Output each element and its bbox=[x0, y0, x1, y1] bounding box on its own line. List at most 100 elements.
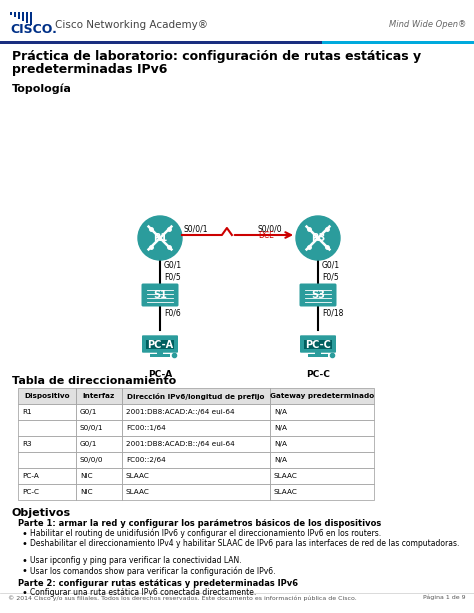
Text: DCE: DCE bbox=[258, 231, 274, 240]
Bar bbox=[122, 484, 270, 500]
Text: SLAAC: SLAAC bbox=[274, 489, 298, 495]
Text: R1: R1 bbox=[153, 233, 167, 243]
Text: N/A: N/A bbox=[274, 409, 287, 415]
Bar bbox=[270, 420, 374, 436]
Bar bbox=[14, 12, 16, 17]
Bar bbox=[122, 452, 270, 468]
Text: Parte 2: configurar rutas estáticas y predeterminadas IPv6: Parte 2: configurar rutas estáticas y pr… bbox=[18, 579, 298, 588]
Bar bbox=[270, 468, 374, 484]
FancyBboxPatch shape bbox=[142, 283, 179, 306]
Text: Deshabilitar el direccionamiento IPv4 y habilitar SLAAC de IPv6 para las interfa: Deshabilitar el direccionamiento IPv4 y … bbox=[30, 539, 459, 548]
Text: F0/5: F0/5 bbox=[164, 273, 181, 282]
Bar bbox=[76, 484, 122, 500]
Text: Interfaz: Interfaz bbox=[83, 393, 115, 399]
Bar bbox=[157, 351, 163, 355]
Text: Práctica de laboratorio: configuración de rutas estáticas y: Práctica de laboratorio: configuración d… bbox=[12, 50, 421, 63]
Text: Tabla de direccionamiento: Tabla de direccionamiento bbox=[12, 376, 176, 386]
Text: Parte 1: armar la red y configurar los parámetros básicos de los dispositivos: Parte 1: armar la red y configurar los p… bbox=[18, 519, 381, 528]
Text: PC-C: PC-C bbox=[305, 340, 331, 350]
Bar bbox=[18, 388, 76, 404]
Text: Objetivos: Objetivos bbox=[12, 508, 71, 518]
Text: S1: S1 bbox=[153, 290, 167, 300]
Circle shape bbox=[138, 216, 182, 260]
Text: Dispositivo: Dispositivo bbox=[24, 393, 70, 399]
Text: G0/1: G0/1 bbox=[164, 261, 182, 270]
Bar bbox=[0, 0, 474, 42]
Bar bbox=[76, 436, 122, 452]
Text: PC-A: PC-A bbox=[148, 370, 172, 379]
Text: G0/1: G0/1 bbox=[80, 441, 97, 447]
Text: F0/5: F0/5 bbox=[322, 273, 339, 282]
Bar bbox=[76, 388, 122, 404]
Text: 2001:DB8:ACAD:B::/64 eui-64: 2001:DB8:ACAD:B::/64 eui-64 bbox=[126, 441, 235, 447]
Text: SLAAC: SLAAC bbox=[274, 473, 298, 479]
Text: Topología: Topología bbox=[12, 84, 72, 94]
Bar bbox=[270, 436, 374, 452]
FancyBboxPatch shape bbox=[142, 335, 178, 352]
Text: Dirección IPv6/longitud de prefijo: Dirección IPv6/longitud de prefijo bbox=[128, 392, 264, 400]
Text: PC-C: PC-C bbox=[306, 370, 330, 379]
FancyBboxPatch shape bbox=[300, 335, 336, 352]
Text: NIC: NIC bbox=[80, 473, 92, 479]
Text: S3: S3 bbox=[311, 290, 325, 300]
Bar bbox=[30, 12, 32, 25]
Bar bbox=[315, 351, 321, 355]
Bar bbox=[18, 420, 76, 436]
Bar bbox=[270, 404, 374, 420]
Bar bbox=[0, 41, 322, 44]
Text: Usar los comandos show para verificar la configuración de IPv6.: Usar los comandos show para verificar la… bbox=[30, 566, 275, 576]
Bar bbox=[146, 340, 174, 349]
Bar bbox=[76, 404, 122, 420]
Text: Configurar una ruta estática IPv6 conectada directamente.: Configurar una ruta estática IPv6 conect… bbox=[30, 588, 256, 597]
Text: Mind Wide Open®: Mind Wide Open® bbox=[389, 20, 466, 29]
Circle shape bbox=[296, 216, 340, 260]
Bar bbox=[150, 354, 170, 357]
Text: G0/1: G0/1 bbox=[322, 261, 340, 270]
Text: R1: R1 bbox=[22, 409, 32, 415]
Text: •: • bbox=[22, 566, 28, 576]
Bar bbox=[122, 404, 270, 420]
Text: •: • bbox=[22, 529, 28, 539]
Text: 2001:DB8:ACAD:A::/64 eui-64: 2001:DB8:ACAD:A::/64 eui-64 bbox=[126, 409, 235, 415]
Bar bbox=[26, 12, 28, 23]
Text: Cisco Networking Academy®: Cisco Networking Academy® bbox=[55, 20, 208, 30]
Bar bbox=[10, 12, 12, 15]
Text: PC-A: PC-A bbox=[147, 340, 173, 350]
FancyBboxPatch shape bbox=[300, 283, 337, 306]
Text: PC-C: PC-C bbox=[22, 489, 39, 495]
Text: PC-A: PC-A bbox=[22, 473, 39, 479]
Bar bbox=[122, 388, 270, 404]
Text: G0/1: G0/1 bbox=[80, 409, 97, 415]
Text: F0/6: F0/6 bbox=[164, 309, 181, 318]
Text: S0/0/0: S0/0/0 bbox=[258, 224, 283, 233]
Text: FC00::2/64: FC00::2/64 bbox=[126, 457, 166, 463]
Text: S0/0/0: S0/0/0 bbox=[80, 457, 103, 463]
Bar bbox=[122, 436, 270, 452]
Bar bbox=[18, 468, 76, 484]
Text: R3: R3 bbox=[22, 441, 32, 447]
Text: •: • bbox=[22, 588, 28, 598]
Bar bbox=[122, 420, 270, 436]
Text: F0/18: F0/18 bbox=[322, 309, 343, 318]
Bar bbox=[304, 340, 332, 349]
Text: •: • bbox=[22, 556, 28, 566]
Bar bbox=[270, 388, 374, 404]
Bar bbox=[76, 452, 122, 468]
Text: SLAAC: SLAAC bbox=[126, 473, 150, 479]
Text: S0/0/1: S0/0/1 bbox=[80, 425, 103, 431]
Text: NIC: NIC bbox=[80, 489, 92, 495]
Bar bbox=[76, 468, 122, 484]
Bar bbox=[18, 484, 76, 500]
Bar bbox=[270, 484, 374, 500]
Text: •: • bbox=[22, 539, 28, 549]
Bar bbox=[18, 12, 20, 19]
Bar bbox=[322, 41, 474, 44]
Bar bbox=[308, 354, 328, 357]
Text: Habilitar el routing de unidifusión IPv6 y configurar el direccionamiento IPv6 e: Habilitar el routing de unidifusión IPv6… bbox=[30, 529, 381, 538]
Text: Página 1 de 9: Página 1 de 9 bbox=[423, 595, 466, 601]
Bar bbox=[270, 452, 374, 468]
Bar bbox=[18, 452, 76, 468]
Text: © 2014 Cisco y/o sus filiales. Todos los derechos reservados. Este documento es : © 2014 Cisco y/o sus filiales. Todos los… bbox=[8, 595, 357, 601]
Bar bbox=[122, 468, 270, 484]
Text: Usar ipconfig y ping para verificar la conectividad LAN.: Usar ipconfig y ping para verificar la c… bbox=[30, 556, 242, 565]
